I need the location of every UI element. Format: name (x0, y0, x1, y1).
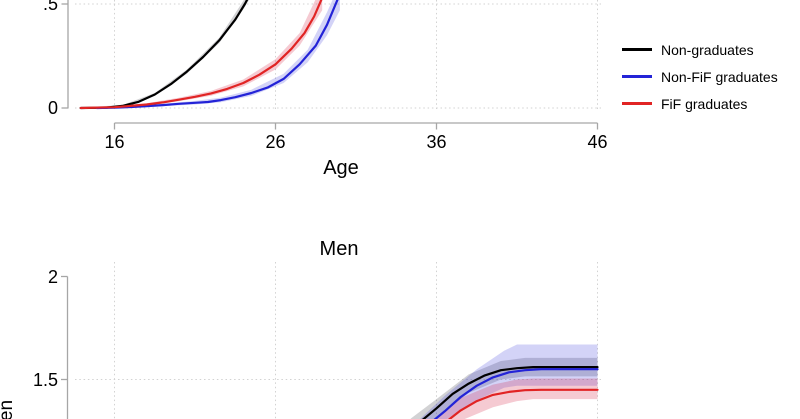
top-line-non-fif-graduates (95, 0, 339, 110)
top-x-tick-label-36: 36 (426, 132, 447, 152)
legend: Non-graduates Non-FiF graduates FiF gradua… (622, 36, 778, 117)
bottom-panel-title: Men (319, 238, 359, 260)
legend-row: Non-graduates (622, 36, 778, 63)
bottom-line-non-graduates (421, 366, 599, 419)
top-panel (75, 0, 601, 110)
bottom-band-non-graduates (410, 357, 598, 419)
legend-label: Non-graduates (661, 41, 754, 58)
top-x-tick-label-46: 46 (587, 132, 608, 152)
legend-label: Non-FiF graduates (661, 68, 778, 85)
top-y-tick-label-5: .5 (42, 0, 58, 14)
bottom-y-tick-label-15: 1.5 (32, 369, 58, 390)
bottom-line-fif-graduates (447, 388, 599, 419)
legend-line-swatch (622, 102, 652, 105)
legend-label: FiF graduates (661, 95, 748, 112)
bottom-panel (75, 262, 601, 419)
legend-row: FiF graduates (622, 90, 778, 117)
top-band-non-graduates (80, 0, 250, 109)
top-x-tick-label-26: 26 (265, 132, 286, 152)
top-x-tick-label-16: 16 (104, 132, 125, 152)
top-line-non-graduates (79, 0, 249, 110)
top-gridlines (75, 0, 601, 109)
bottom-y-tick-label-2: 2 (47, 266, 58, 287)
bottom-band-non-fif-graduates (420, 344, 598, 419)
x-axis-title: Age (323, 157, 359, 179)
y-axis-title-fragment: en (0, 399, 18, 419)
bottom-line-non-fif-graduates (433, 368, 599, 419)
legend-line-swatch (622, 48, 652, 51)
top-y-tick-label-0: 0 (47, 98, 58, 118)
legend-row: Non-FiF graduates (622, 63, 778, 90)
bottom-band-fif-graduates (435, 378, 598, 419)
top-line-fif-graduates (79, 0, 323, 110)
legend-line-swatch (622, 75, 652, 78)
bottom-axes (61, 275, 69, 419)
top-axes (61, 0, 599, 130)
bottom-gridlines (75, 262, 601, 419)
